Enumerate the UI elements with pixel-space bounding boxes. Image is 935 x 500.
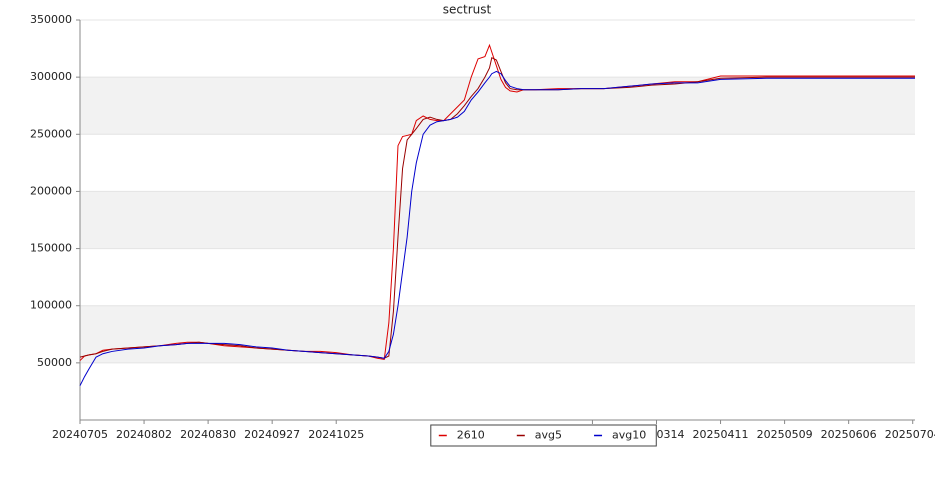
y-tick-label: 50000 xyxy=(37,356,72,369)
grid-band xyxy=(80,191,915,249)
grid-band xyxy=(80,305,915,363)
chart-title: sectrust xyxy=(443,3,492,17)
y-tick-label: 150000 xyxy=(30,242,72,255)
x-tick-label: 20240927 xyxy=(244,428,300,441)
y-tick-label: 300000 xyxy=(30,70,72,83)
y-tick-label: 250000 xyxy=(30,127,72,140)
x-tick-label: 20250411 xyxy=(693,428,749,441)
legend-label: 2610 xyxy=(457,429,485,442)
y-tick-label: 200000 xyxy=(30,184,72,197)
x-tick-label: 20250704 xyxy=(885,428,935,441)
legend-box xyxy=(430,424,657,447)
x-tick-label: 20250509 xyxy=(757,428,813,441)
series-line xyxy=(79,70,915,386)
legend-label: avg10 xyxy=(612,429,646,442)
y-tick-label: 100000 xyxy=(30,299,72,312)
x-tick-label: 20240802 xyxy=(116,428,172,441)
x-tick-label: 20240830 xyxy=(180,428,236,441)
x-tick-label: 20250606 xyxy=(821,428,877,441)
series-line xyxy=(79,43,915,361)
legend: 2610 avg5 avg10 xyxy=(430,424,657,447)
legend-label: avg5 xyxy=(535,429,562,442)
y-tick-label: 350000 xyxy=(30,13,72,26)
x-tick-label: 20240705 xyxy=(52,428,108,441)
grid-band xyxy=(80,77,915,135)
x-tick-label: 20241025 xyxy=(308,428,364,441)
